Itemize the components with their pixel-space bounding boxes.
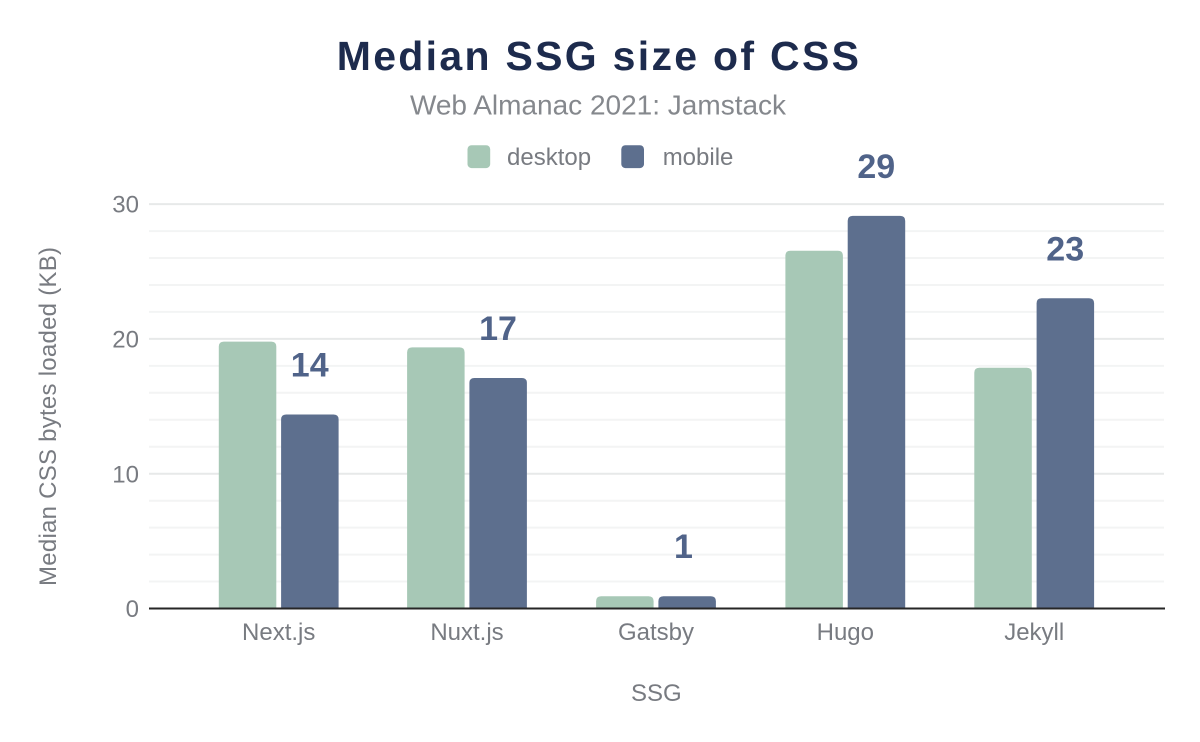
- svg-text:Hugo: Hugo: [817, 619, 874, 646]
- svg-text:mobile: mobile: [663, 144, 734, 171]
- svg-text:Jekyll: Jekyll: [1004, 619, 1064, 646]
- svg-text:Gatsby: Gatsby: [618, 619, 694, 646]
- svg-text:desktop: desktop: [507, 144, 591, 171]
- svg-text:Next.js: Next.js: [242, 619, 315, 646]
- svg-text:Web Almanac 2021: Jamstack: Web Almanac 2021: Jamstack: [410, 90, 787, 121]
- svg-text:17: 17: [479, 310, 517, 348]
- svg-text:SSG: SSG: [631, 680, 682, 707]
- svg-text:14: 14: [291, 347, 329, 385]
- svg-text:Nuxt.js: Nuxt.js: [430, 619, 503, 646]
- svg-text:10: 10: [112, 461, 139, 488]
- svg-text:30: 30: [112, 192, 139, 219]
- svg-text:0: 0: [126, 596, 139, 623]
- svg-text:Median CSS bytes loaded (KB): Median CSS bytes loaded (KB): [35, 247, 62, 586]
- svg-text:23: 23: [1046, 230, 1084, 268]
- svg-text:20: 20: [112, 327, 139, 354]
- svg-text:29: 29: [857, 148, 895, 186]
- svg-text:1: 1: [674, 528, 693, 566]
- svg-text:Median SSG size of CSS: Median SSG size of CSS: [337, 33, 861, 79]
